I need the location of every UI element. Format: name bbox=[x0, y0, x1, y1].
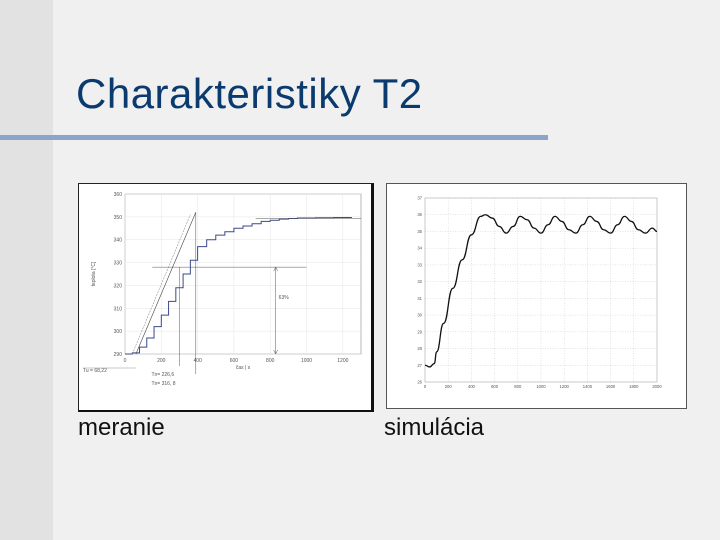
x-tick-label: 1800 bbox=[629, 384, 639, 389]
y-tick-label: 33 bbox=[417, 262, 422, 267]
y-tick-label: 31 bbox=[417, 296, 422, 301]
y-tick-label: 35 bbox=[417, 229, 422, 234]
y-tick-label: 320 bbox=[114, 283, 123, 289]
x-tick-label: 400 bbox=[193, 358, 202, 364]
x-tick-label: 2000 bbox=[652, 384, 662, 389]
y-tick-label: 37 bbox=[417, 196, 422, 201]
y-tick-label: 30 bbox=[417, 313, 422, 318]
y-tick-label: 34 bbox=[417, 246, 422, 251]
x-tick-label: 1400 bbox=[583, 384, 593, 389]
annotation-tu: Tu = 68,22 bbox=[83, 368, 107, 374]
caption-measured: meranie bbox=[78, 414, 165, 441]
y-axis-label: teplota [°C] bbox=[91, 261, 97, 286]
x-tick-label: 600 bbox=[491, 384, 499, 389]
annotation-63-percent: 63% bbox=[279, 295, 290, 301]
left-sidebar-band bbox=[0, 0, 53, 540]
annotation-tn2: Tn= 316, 8 bbox=[151, 381, 175, 387]
arrow-head-up bbox=[273, 266, 278, 272]
y-tick-label: 310 bbox=[114, 306, 123, 312]
y-tick-label: 28 bbox=[417, 346, 422, 351]
x-tick-label: 800 bbox=[266, 358, 275, 364]
caption-simulated: simulácia bbox=[384, 414, 485, 441]
y-tick-label: 360 bbox=[114, 192, 123, 198]
annotation-tn: Tn= 226,6 bbox=[151, 372, 174, 378]
y-tick-label: 290 bbox=[114, 352, 123, 358]
y-tick-label: 350 bbox=[114, 215, 123, 221]
y-tick-label: 29 bbox=[417, 329, 422, 334]
x-axis-label: čas | s bbox=[236, 365, 251, 371]
measured-chart-panel: 290 300 310 320 330 340 350 360 0 200 400 600 800 100… bbox=[78, 183, 374, 412]
slide-title: Charakteristiky T2 bbox=[76, 70, 423, 117]
y-tick-label: 36 bbox=[417, 212, 422, 217]
x-tick-label: 400 bbox=[468, 384, 476, 389]
x-tick-label: 1200 bbox=[337, 358, 348, 364]
simulated-chart: 26 27 28 29 30 31 32 33 34 35 36 37 0 200 400 600 800 100… bbox=[417, 196, 662, 390]
y-tick-label: 340 bbox=[114, 238, 123, 244]
tangent-line bbox=[135, 212, 197, 355]
simulation-series-line bbox=[424, 214, 658, 368]
x-tick-label: 1000 bbox=[301, 358, 312, 364]
plot-area bbox=[124, 193, 362, 355]
y-tick-label: 32 bbox=[417, 279, 422, 284]
x-tick-label: 1000 bbox=[536, 384, 546, 389]
x-tick-label: 1600 bbox=[606, 384, 616, 389]
y-tick-label: 330 bbox=[114, 261, 123, 267]
y-tick-label: 27 bbox=[417, 363, 422, 368]
measured-chart: 290 300 310 320 330 340 350 360 0 200 400 600 800 100… bbox=[83, 192, 362, 387]
x-tick-label: 600 bbox=[230, 358, 239, 364]
x-tick-label: 200 bbox=[445, 384, 453, 389]
tangent-line-2 bbox=[132, 214, 191, 355]
arrow-head-down bbox=[273, 349, 278, 355]
x-tick-label: 0 bbox=[124, 358, 127, 364]
x-tick-label: 800 bbox=[514, 384, 522, 389]
x-tick-label: 200 bbox=[157, 358, 166, 364]
simulated-chart-panel: 26 27 28 29 30 31 32 33 34 35 36 37 0 200 400 600 800 100… bbox=[386, 183, 687, 409]
y-tick-label: 300 bbox=[114, 329, 123, 335]
x-tick-label: 1200 bbox=[560, 384, 570, 389]
y-tick-label: 26 bbox=[417, 380, 422, 385]
measured-series-line bbox=[125, 217, 352, 355]
x-tick-label: 0 bbox=[424, 384, 427, 389]
title-underline bbox=[0, 135, 548, 140]
